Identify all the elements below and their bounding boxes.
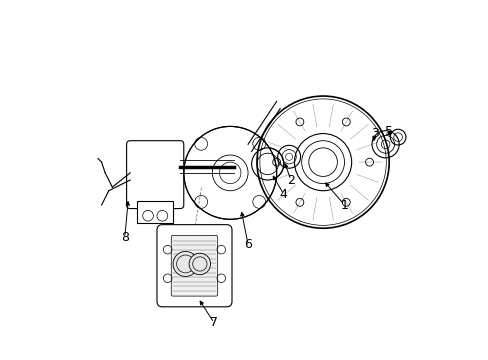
Circle shape	[173, 251, 198, 276]
Bar	[137, 202, 173, 223]
Circle shape	[189, 253, 210, 275]
FancyBboxPatch shape	[157, 225, 231, 307]
Text: 6: 6	[244, 238, 251, 251]
Text: 5: 5	[385, 125, 392, 138]
Text: 7: 7	[210, 316, 218, 329]
Text: 3: 3	[370, 127, 378, 140]
Text: 1: 1	[340, 198, 348, 212]
FancyBboxPatch shape	[126, 141, 183, 208]
Text: 2: 2	[286, 174, 294, 186]
Text: 4: 4	[279, 188, 287, 201]
Circle shape	[251, 148, 283, 180]
FancyBboxPatch shape	[171, 235, 217, 296]
Text: 8: 8	[121, 231, 128, 244]
Circle shape	[183, 126, 276, 219]
